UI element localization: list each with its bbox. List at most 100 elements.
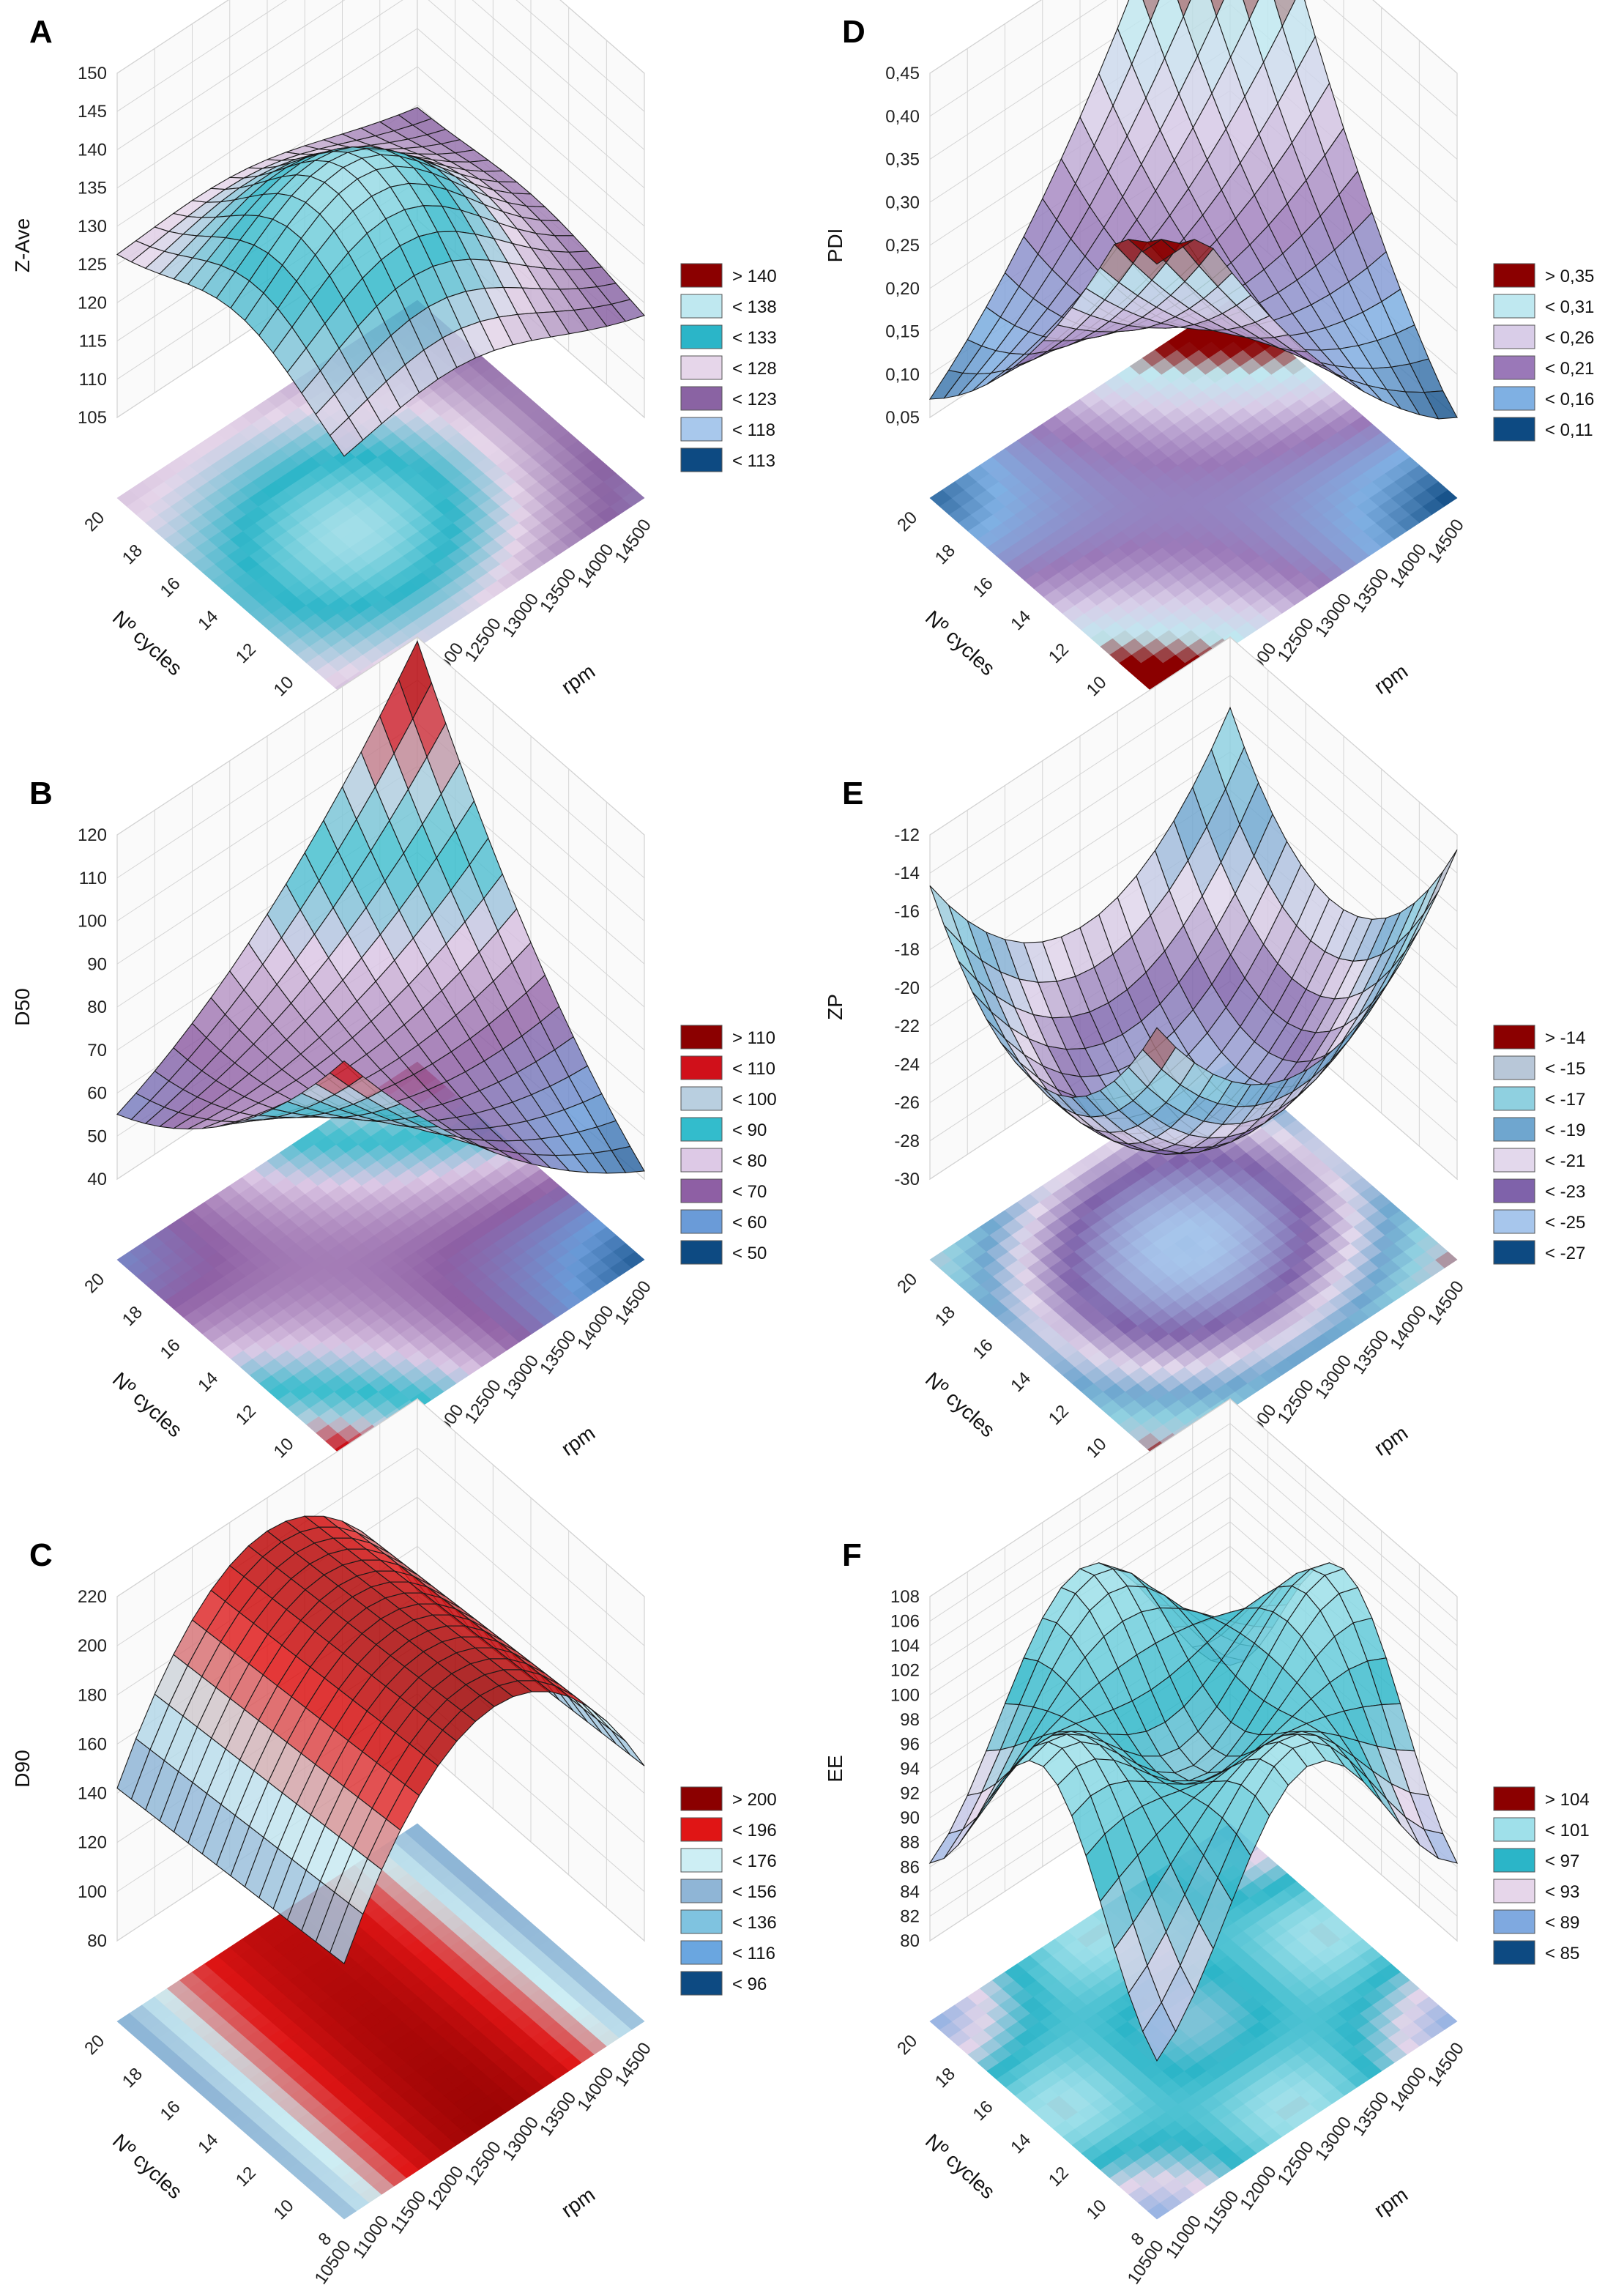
panel-label: D: [842, 14, 865, 50]
legend-swatch: [680, 1178, 723, 1203]
z-tick-label: 120: [78, 825, 107, 845]
legend-label: > 200: [732, 1790, 777, 1810]
legend-swatch: [680, 1240, 723, 1265]
legend-label: < 70: [732, 1182, 767, 1202]
z-tick-label: -14: [894, 863, 920, 883]
z-tick-label: 115: [79, 332, 107, 352]
z-axis-label: ZP: [824, 994, 846, 1020]
z-tick-label: 120: [78, 1833, 107, 1853]
legend-label: < -27: [1545, 1244, 1585, 1263]
z-tick-label: 50: [87, 1126, 107, 1146]
z-tick-label: 0,10: [885, 365, 920, 384]
legend-label: < 110: [732, 1059, 775, 1079]
z-tick-label: 40: [87, 1170, 107, 1189]
legend-label: < 0,11: [1545, 420, 1593, 440]
surface-cell: [329, 1060, 364, 1087]
z-tick-label: 0,35: [885, 150, 920, 170]
legend-swatch: [1493, 386, 1535, 411]
z-tick-label: 80: [87, 997, 107, 1017]
surface-mesh: [116, 107, 645, 457]
legend-label: < 100: [732, 1090, 777, 1110]
z-tick-label: -24: [894, 1055, 920, 1074]
z-tick-label: 0,20: [885, 279, 920, 299]
legend-swatch: [680, 447, 723, 472]
legend-label: < 176: [732, 1851, 777, 1871]
legend-swatch: [1493, 294, 1535, 319]
legend-label: < -17: [1545, 1090, 1585, 1110]
z-tick-label: 0,05: [885, 408, 920, 428]
legend-swatch: [680, 294, 723, 319]
panel-a: ADV: Z-Ave150145140135130125120115110105…: [11, 0, 777, 765]
z-tick-label: 160: [78, 1734, 107, 1754]
legend-swatch: [1493, 1148, 1535, 1173]
legend-swatch: [680, 355, 723, 380]
legend-label: < -19: [1545, 1121, 1585, 1140]
z-tick-label: 60: [87, 1084, 107, 1104]
panel-label: F: [842, 1537, 862, 1573]
legend-label: < 116: [732, 1944, 775, 1964]
z-tick-label: 145: [78, 102, 107, 122]
z-tick-label: 130: [78, 217, 107, 237]
z-tick-label: 140: [78, 1784, 107, 1804]
z-tick-label: 0,15: [885, 322, 920, 342]
legend-label: < 0,31: [1545, 297, 1594, 317]
legend-swatch: [680, 1086, 723, 1111]
legend-label: < 50: [732, 1244, 767, 1263]
panel-label: A: [29, 14, 53, 50]
legend-label: < 0,16: [1545, 390, 1594, 409]
legend-swatch: [680, 1817, 723, 1842]
legend: > 200< 196< 176< 156< 136< 116< 96: [680, 1786, 777, 1996]
surface-cell: [329, 417, 364, 457]
z-tick-label: 180: [78, 1685, 107, 1705]
legend-label: < 156: [732, 1882, 777, 1902]
panel-label: C: [29, 1537, 53, 1573]
z-tick-label: -16: [894, 902, 920, 921]
surface-cell: [329, 1902, 364, 1965]
legend-label: > -14: [1545, 1028, 1585, 1048]
z-axis-label: D50: [11, 988, 34, 1025]
legend-swatch: [680, 263, 723, 288]
z-tick-label: 120: [78, 293, 107, 313]
legend-swatch: [1493, 1055, 1535, 1080]
surface-mesh: [116, 1515, 645, 1965]
legend-swatch: [1493, 1086, 1535, 1111]
z-tick-label: -20: [894, 978, 920, 998]
legend-swatch: [1493, 1178, 1535, 1203]
legend-swatch: [680, 1786, 723, 1811]
legend-swatch: [680, 1879, 723, 1903]
legend-swatch: [680, 1971, 723, 1996]
z-tick-label: 135: [78, 179, 107, 198]
legend-label: < -21: [1545, 1151, 1585, 1171]
legend-label: > 140: [732, 267, 777, 286]
z-tick-label: 100: [78, 1882, 107, 1902]
legend-label: < 0,26: [1545, 328, 1594, 348]
legend-swatch: [680, 1148, 723, 1173]
z-tick-label: 80: [87, 1931, 107, 1951]
legend-label: > 110: [732, 1028, 775, 1048]
z-tick-label: 110: [79, 869, 107, 888]
legend-label: < 138: [732, 297, 777, 317]
contour-floor: [929, 300, 1458, 696]
contour-cell: [404, 1823, 428, 1840]
legend-label: < 60: [732, 1213, 767, 1233]
z-tick-label: -26: [894, 1093, 920, 1113]
legend-swatch: [680, 1055, 723, 1080]
z-tick-label: 0,30: [885, 193, 920, 212]
panel-c: CDV: D9022020018016014012010080D90201816…: [11, 1397, 777, 2288]
legend-label: < 90: [732, 1121, 767, 1140]
legend-label: < 118: [732, 420, 775, 440]
legend-swatch: [1493, 417, 1535, 442]
legend-label: < 0,21: [1545, 359, 1594, 379]
z-tick-label: 100: [78, 912, 107, 932]
legend-swatch: [680, 417, 723, 442]
legend-swatch: [1493, 1025, 1535, 1049]
z-tick-label: 220: [78, 1587, 107, 1607]
z-tick-label: 0,45: [885, 64, 920, 83]
z-tick-label: 105: [78, 408, 107, 428]
z-tick-label: -30: [894, 1170, 920, 1189]
legend-label: < 136: [732, 1913, 777, 1933]
legend-label: < 123: [732, 390, 777, 409]
contour-floor: [116, 300, 645, 696]
z-tick-label: 70: [87, 1041, 107, 1060]
